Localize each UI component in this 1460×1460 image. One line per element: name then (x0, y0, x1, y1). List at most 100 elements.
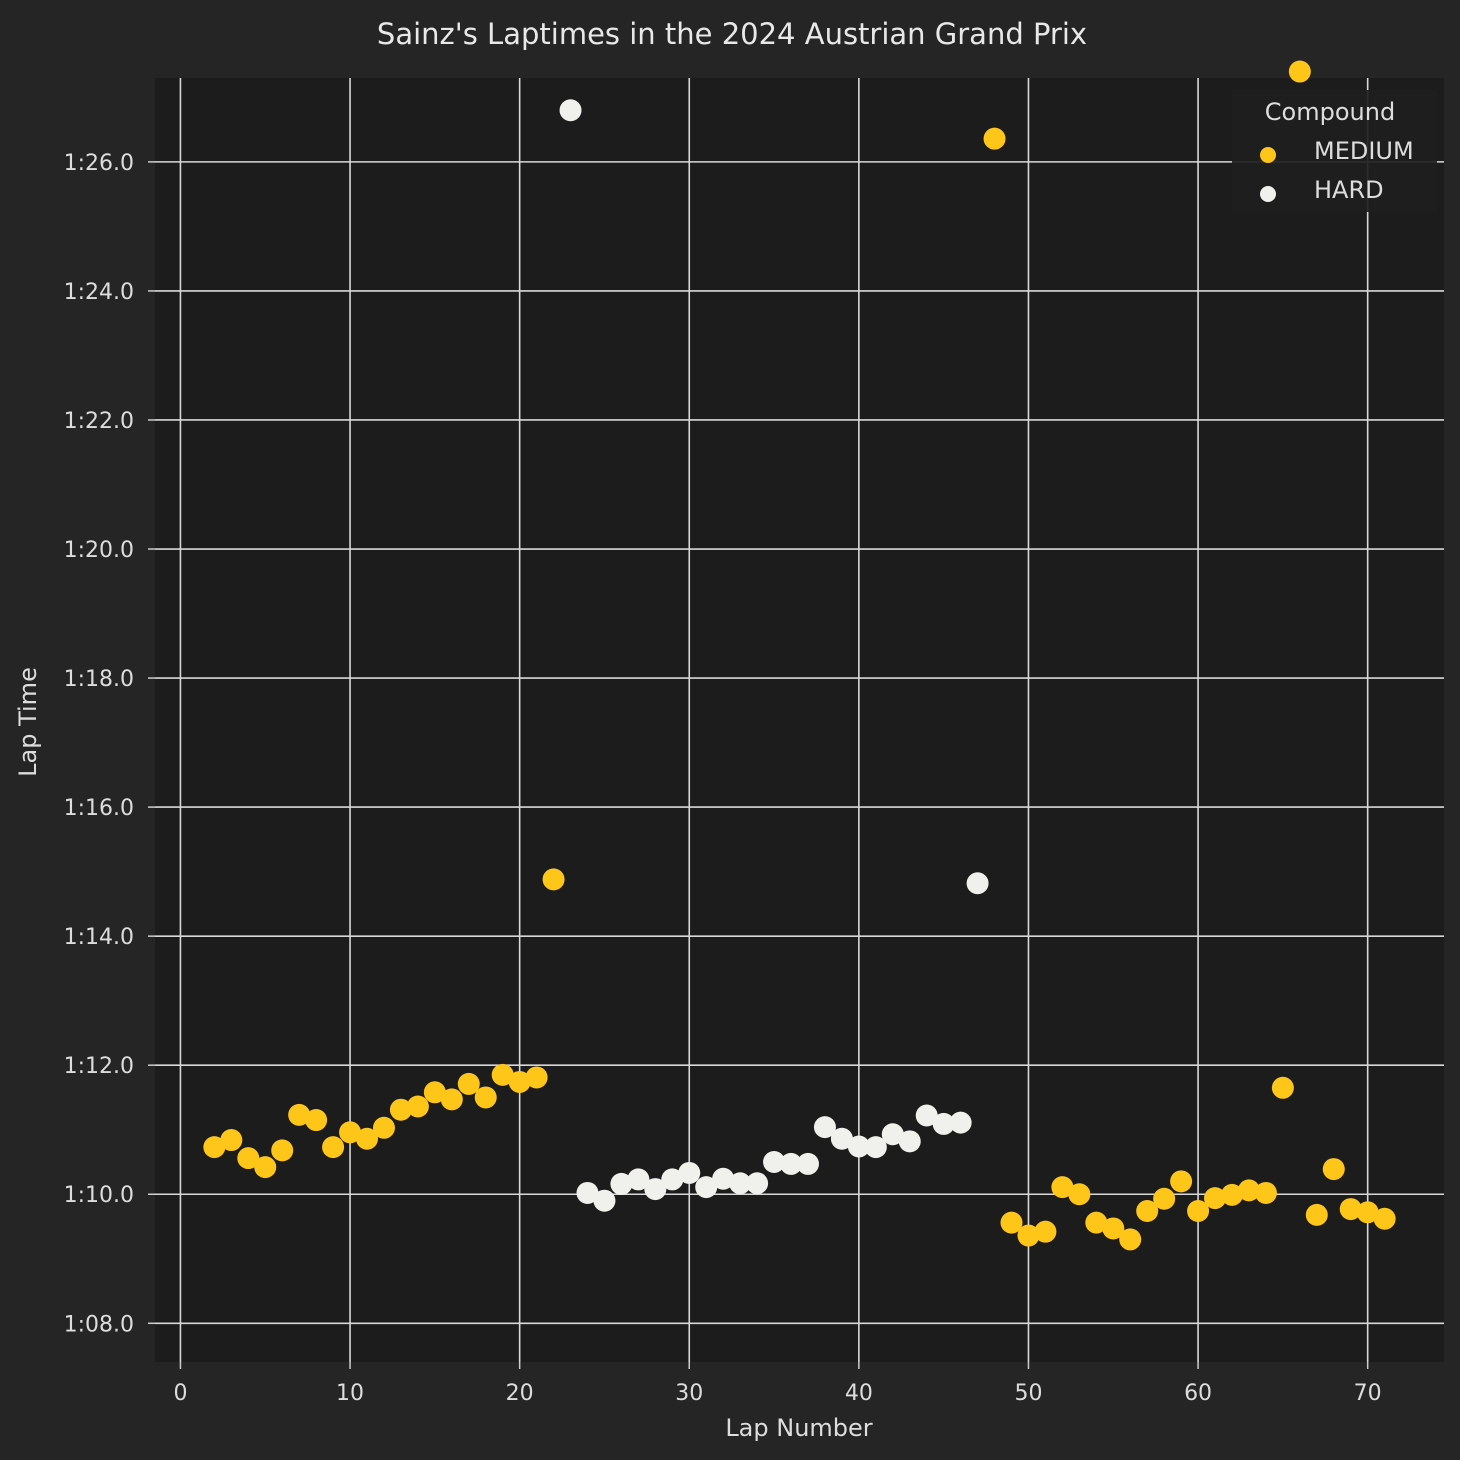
point-hard (966, 872, 989, 895)
point-medium (1220, 1183, 1243, 1206)
point-medium (440, 1088, 463, 1111)
point-medium (1305, 1203, 1328, 1226)
point-medium (423, 1081, 446, 1104)
point-hard (915, 1104, 938, 1127)
point-medium (254, 1156, 277, 1179)
point-medium (339, 1121, 362, 1144)
legend: Compound MEDIUM HARD (1232, 90, 1437, 212)
point-hard (949, 1111, 972, 1134)
point-hard (627, 1168, 650, 1191)
point-hard (712, 1167, 735, 1190)
x-tick-label: 60 (1184, 1381, 1212, 1406)
legend-title: Compound (1265, 98, 1395, 126)
point-medium (322, 1136, 345, 1159)
point-hard (661, 1168, 684, 1191)
point-medium (983, 127, 1006, 150)
point-hard (763, 1150, 786, 1173)
point-hard (932, 1112, 955, 1135)
point-hard (830, 1127, 853, 1150)
y-tick-label: 1:16.0 (64, 796, 134, 821)
point-hard (644, 1178, 667, 1201)
axis-ticks: 0 10 20 30 40 50 60 70 1:08.0 1:10.0 1:12.0 1:14.0 1… (64, 151, 1382, 1406)
point-medium (406, 1095, 429, 1118)
point-hard (780, 1152, 803, 1175)
point-medium (1102, 1217, 1125, 1240)
legend-marker-hard (1260, 186, 1276, 202)
point-medium (1187, 1200, 1210, 1223)
point-medium (1034, 1220, 1057, 1243)
point-hard (559, 99, 582, 122)
point-medium (372, 1116, 395, 1139)
point-medium (389, 1098, 412, 1121)
point-medium (1119, 1228, 1142, 1251)
point-hard (729, 1172, 752, 1195)
point-medium (1051, 1176, 1074, 1199)
y-tick-label: 1:10.0 (64, 1183, 134, 1208)
point-hard (881, 1123, 904, 1146)
point-medium (491, 1063, 514, 1086)
x-tick-label: 70 (1354, 1381, 1382, 1406)
point-hard (796, 1152, 819, 1175)
point-medium (237, 1147, 260, 1170)
x-tick-label: 40 (845, 1381, 873, 1406)
point-medium (1356, 1201, 1379, 1224)
point-medium (1322, 1158, 1345, 1181)
point-medium (1068, 1183, 1091, 1206)
point-medium (457, 1072, 480, 1095)
point-medium (1000, 1211, 1023, 1234)
point-medium (203, 1136, 226, 1159)
y-axis-label: Lap Time (14, 667, 42, 777)
point-hard (746, 1172, 769, 1195)
point-medium (220, 1129, 243, 1152)
chart-title: Sainz's Laptimes in the 2024 Austrian Gr… (377, 17, 1087, 51)
y-tick-label: 1:12.0 (64, 1054, 134, 1079)
y-tick-label: 1:08.0 (64, 1312, 134, 1337)
point-medium (1288, 60, 1311, 83)
x-tick-label: 50 (1014, 1381, 1042, 1406)
point-medium (1339, 1198, 1362, 1221)
data-points (203, 60, 1396, 1251)
y-tick-label: 1:20.0 (64, 538, 134, 563)
y-tick-label: 1:24.0 (64, 280, 134, 305)
point-hard (576, 1181, 599, 1204)
legend-marker-medium (1260, 147, 1276, 163)
point-hard (898, 1130, 921, 1153)
point-medium (1017, 1224, 1040, 1247)
point-medium (1204, 1187, 1227, 1210)
point-medium (542, 868, 565, 891)
point-hard (695, 1176, 718, 1199)
point-hard (593, 1189, 616, 1212)
point-medium (1271, 1076, 1294, 1099)
point-medium (288, 1103, 311, 1126)
point-medium (474, 1086, 497, 1109)
point-medium (1373, 1207, 1396, 1230)
y-tick-label: 1:14.0 (64, 925, 134, 950)
point-medium (1254, 1181, 1277, 1204)
x-tick-label: 10 (336, 1381, 364, 1406)
point-medium (1170, 1170, 1193, 1193)
point-medium (1085, 1211, 1108, 1234)
x-tick-label: 20 (506, 1381, 534, 1406)
point-medium (525, 1066, 548, 1089)
point-medium (508, 1070, 531, 1093)
x-tick-label: 0 (173, 1381, 187, 1406)
point-medium (1237, 1179, 1260, 1202)
legend-label-medium: MEDIUM (1314, 137, 1414, 165)
y-tick-label: 1:22.0 (64, 409, 134, 434)
point-hard (864, 1136, 887, 1159)
point-medium (271, 1139, 294, 1162)
x-axis-label: Lap Number (725, 1414, 872, 1442)
x-tick-label: 30 (675, 1381, 703, 1406)
point-hard (678, 1161, 701, 1184)
point-medium (356, 1127, 379, 1150)
legend-label-hard: HARD (1314, 176, 1384, 204)
y-tick-label: 1:18.0 (64, 667, 134, 692)
point-hard (847, 1135, 870, 1158)
point-hard (610, 1172, 633, 1195)
point-medium (1136, 1200, 1159, 1223)
point-hard (813, 1116, 836, 1139)
point-medium (305, 1109, 328, 1132)
point-medium (1153, 1187, 1176, 1210)
y-tick-label: 1:26.0 (64, 151, 134, 176)
